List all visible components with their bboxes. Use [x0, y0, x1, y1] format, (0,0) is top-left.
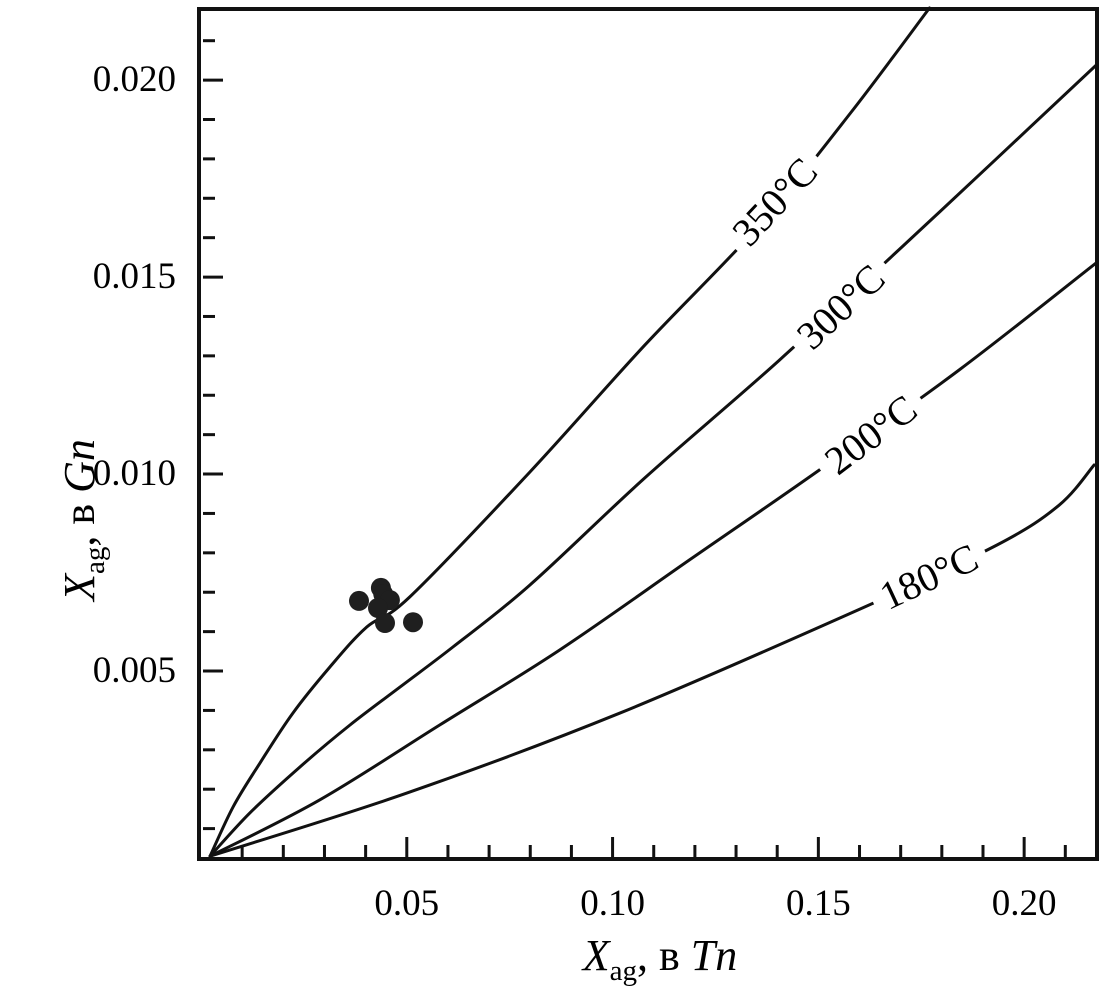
x-axis-title: Xag, в Tn: [582, 931, 738, 986]
y-tick-label-0.020: 0.020: [92, 59, 176, 101]
x-tick-label-0.05: 0.05: [374, 883, 440, 924]
y-tick-label-0.015: 0.015: [92, 256, 176, 298]
y-axis-connector: , в: [55, 492, 104, 547]
data-point: [349, 590, 369, 611]
plot-frame: [197, 7, 1099, 861]
y-axis-symbol: X: [55, 574, 104, 601]
data-point: [375, 613, 395, 633]
y-axis-mineral: Gn: [55, 439, 104, 493]
x-tick-label-0.15: 0.15: [785, 883, 851, 924]
y-tick-label-0.010: 0.010: [92, 453, 176, 495]
x-tick-label-0.10: 0.10: [580, 883, 645, 924]
isotherm-curve-200c: [208, 261, 1098, 858]
isotherm-curve-350c: [208, 6, 931, 858]
y-tick-label-0.005: 0.005: [92, 650, 176, 692]
y-axis-subscript: ag: [78, 546, 111, 575]
x-axis-mineral: Tn: [690, 931, 738, 980]
isotherm-curve-180c: [208, 463, 1096, 858]
x-axis-connector: , в: [637, 931, 691, 980]
data-point: [403, 612, 423, 633]
isotherm-curve-300c: [208, 63, 1098, 858]
x-tick-label-0.20: 0.20: [991, 883, 1057, 924]
x-axis-subscript: ag: [609, 954, 638, 987]
y-axis-title: Xag, в Gn: [55, 439, 111, 601]
x-axis-symbol: X: [582, 931, 610, 980]
data-point: [368, 598, 388, 618]
